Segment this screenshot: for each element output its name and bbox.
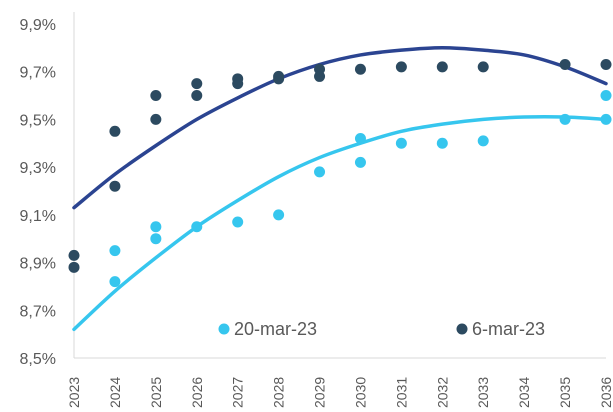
data-point-series-0 (273, 209, 285, 221)
x-tick-label: 2033 (475, 377, 491, 408)
data-point-series-1 (68, 261, 80, 273)
y-axis-tick-labels: 8,5% 8,7% 8,9% 9,1% 9,3% 9,5% 9,7% 9,9% (20, 17, 56, 368)
data-point-series-0 (314, 166, 326, 178)
data-point-series-0 (109, 245, 121, 257)
y-tick-label: 9,3% (20, 160, 56, 177)
legend: 20-mar-23 6-mar-23 (218, 319, 545, 339)
x-tick-label: 2023 (66, 377, 82, 408)
x-tick-label: 2031 (393, 377, 409, 408)
data-point-series-0 (436, 137, 448, 149)
data-point-series-0 (600, 90, 612, 102)
data-point-series-1 (477, 61, 489, 73)
data-point-series-1 (273, 73, 285, 85)
data-point-series-0 (191, 221, 203, 233)
data-point-series-1 (191, 90, 203, 102)
data-point-series-0 (559, 113, 571, 125)
data-point-series-0 (354, 156, 366, 168)
data-point-series-1 (109, 180, 121, 192)
trend-line-series-1 (72, 46, 608, 210)
y-tick-label: 8,9% (20, 256, 56, 273)
legend-marker-20-mar-23 (218, 323, 230, 335)
x-tick-label: 2035 (557, 377, 573, 408)
x-tick-label: 2026 (189, 377, 205, 408)
data-point-series-0 (150, 233, 162, 245)
x-axis-tick-labels: 2023 2024 2025 2026 2027 2028 2029 2030 2031 2032… (66, 377, 613, 408)
data-point-series-0 (477, 135, 489, 147)
trend-lines (72, 46, 608, 332)
data-point-series-1 (559, 58, 571, 70)
data-point-series-1 (109, 125, 121, 137)
data-point-series-0 (354, 132, 366, 144)
data-point-series-1 (436, 61, 448, 73)
data-point-series-1 (150, 90, 162, 102)
x-tick-label: 2036 (598, 377, 613, 408)
data-points (68, 58, 612, 288)
data-point-series-1 (232, 78, 244, 90)
legend-label-6-mar-23: 6-mar-23 (472, 319, 545, 339)
data-point-series-1 (314, 70, 326, 82)
x-tick-label: 2030 (352, 377, 368, 408)
x-tick-label: 2025 (148, 377, 164, 408)
x-tick-label: 2027 (230, 377, 246, 408)
y-tick-label: 8,5% (20, 351, 56, 368)
y-tick-label: 8,7% (20, 303, 56, 320)
data-point-series-1 (191, 78, 203, 90)
data-point-series-1 (354, 63, 366, 75)
data-point-series-0 (600, 113, 612, 125)
legend-marker-6-mar-23 (456, 323, 468, 335)
data-point-series-1 (68, 249, 80, 261)
trend-line-series-0 (72, 114, 608, 332)
x-tick-label: 2029 (312, 377, 328, 408)
data-point-series-1 (395, 61, 407, 73)
data-point-series-0 (150, 221, 162, 233)
y-tick-label: 9,9% (20, 17, 56, 34)
data-point-series-1 (150, 113, 162, 125)
data-point-series-0 (232, 216, 244, 228)
data-point-series-0 (109, 276, 121, 288)
x-tick-label: 2034 (516, 377, 532, 408)
x-tick-label: 2032 (434, 377, 450, 408)
legend-label-20-mar-23: 20-mar-23 (234, 319, 317, 339)
y-tick-label: 9,5% (20, 112, 56, 129)
y-tick-label: 9,7% (20, 65, 56, 82)
data-point-series-1 (600, 58, 612, 70)
y-tick-label: 9,1% (20, 208, 56, 225)
x-tick-label: 2024 (107, 377, 123, 408)
data-point-series-0 (395, 137, 407, 149)
x-tick-label: 2028 (271, 377, 287, 408)
